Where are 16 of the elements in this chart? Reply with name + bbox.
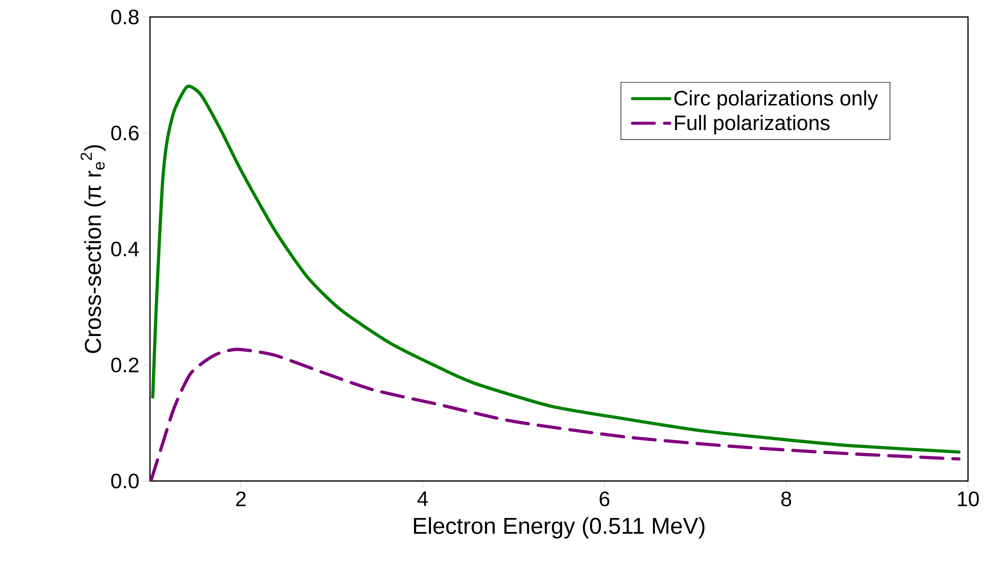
legend-label: Full polarizations <box>675 114 830 134</box>
y-tick-label: 0.0 <box>111 474 139 488</box>
y-tick-label: 0.2 <box>111 358 138 372</box>
x-tick-label: 2 <box>236 492 246 506</box>
x-tick-label: 6 <box>600 492 610 506</box>
y-tick-label: 0.8 <box>111 10 139 24</box>
x-axis-title: Electron Energy (0.511 MeV) <box>414 517 704 539</box>
line-series <box>150 348 961 481</box>
line-series <box>151 85 961 454</box>
y-tick-label: 0.6 <box>111 126 139 140</box>
y-axis-title: Cross-section (π r$_{e}$$^{2}$) <box>80 145 106 354</box>
legend-label: Circ polarizations only <box>674 90 878 110</box>
x-tick-label: 8 <box>781 492 792 506</box>
x-tick-label: 10 <box>958 492 979 506</box>
x-tick-label: 4 <box>417 492 428 506</box>
y-tick-label: 0.4 <box>111 242 139 256</box>
